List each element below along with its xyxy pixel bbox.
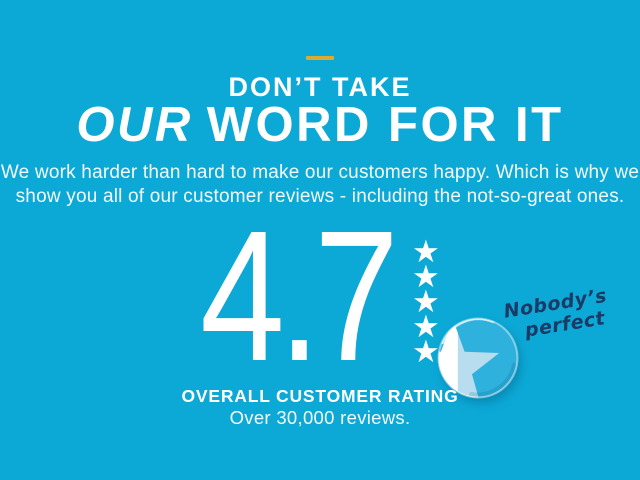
star-rating: ★ ★ ★ ★ ★	[412, 234, 448, 369]
kicker-text: DON’T TAKE	[228, 72, 412, 102]
accent-dash	[306, 56, 334, 60]
rating-score: 4.7	[200, 193, 399, 400]
intro-line-2: show you all of our customer reviews - i…	[15, 185, 625, 207]
page-title: OUR WORD FOR IT	[0, 101, 640, 150]
annotation-nobodys-perfect: Nobody’s perfect	[502, 281, 628, 345]
star-icon: ★	[412, 334, 440, 369]
star-icon: ★	[412, 284, 440, 319]
page-title-rest: WORD FOR IT	[206, 98, 564, 152]
intro-paragraph: We work harder than hard to make our cus…	[0, 161, 640, 208]
magnifier-lens-icon	[437, 317, 519, 399]
star-icon: ★	[412, 234, 440, 269]
page-title-italic-word: OUR	[76, 98, 193, 152]
star-icon: ★	[412, 259, 440, 294]
reviews-count: Over 30,000 reviews.	[229, 407, 411, 428]
rating-label: OVERALL CUSTOMER RATING	[181, 386, 459, 406]
star-icon: ★	[412, 309, 440, 344]
intro-line-1: We work harder than hard to make our cus…	[0, 162, 640, 183]
